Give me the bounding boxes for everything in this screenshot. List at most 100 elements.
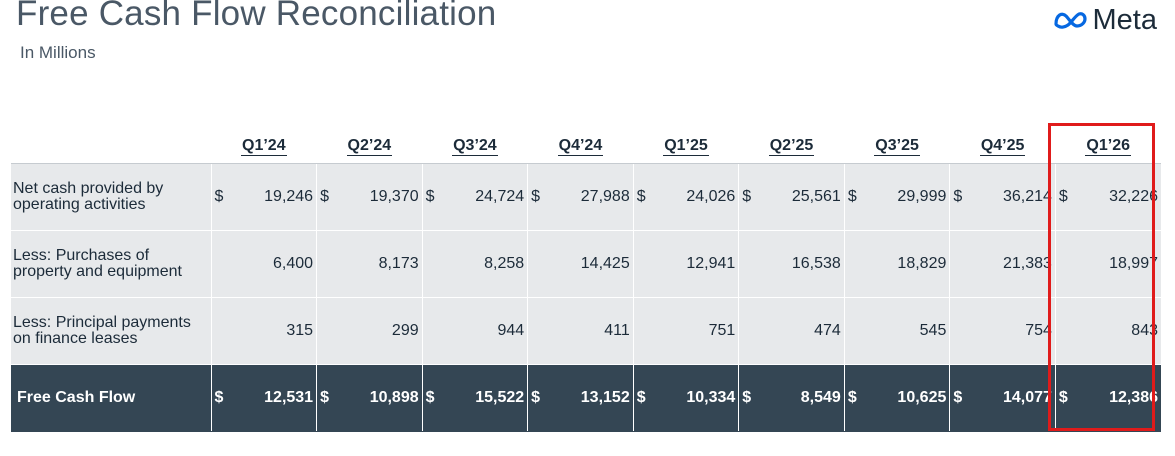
- currency-symbol: $: [632, 364, 661, 432]
- currency-symbol: [843, 230, 872, 298]
- currency-symbol: [1054, 297, 1083, 365]
- column-header-label: Q2’25: [768, 137, 815, 156]
- value-cell: 13,152: [554, 364, 634, 432]
- currency-symbol: [316, 297, 344, 365]
- currency-symbol: $: [949, 364, 977, 432]
- column-header: Q3’25: [844, 124, 950, 164]
- currency-symbol: $: [738, 364, 766, 432]
- value-cell: 545: [871, 297, 950, 365]
- table-header-row: Q1’24 Q2’24 Q3’24 Q4’24 Q1’25 Q2’25 Q3’25 Q4’25…: [11, 124, 1161, 164]
- value-cell: 10,334: [660, 364, 739, 432]
- currency-symbol: $: [210, 163, 239, 231]
- column-header-label: Q1’24: [241, 137, 287, 156]
- currency-symbol: $: [527, 364, 555, 432]
- currency-symbol: $: [421, 364, 450, 432]
- column-header: Q4’24: [528, 124, 634, 164]
- value-cell: 21,383: [977, 230, 1056, 298]
- page-title: Free Cash Flow Reconciliation: [16, 0, 497, 33]
- column-header: Q2’25: [739, 124, 845, 164]
- currency-symbol: $: [632, 163, 661, 231]
- page-subtitle: In Millions: [20, 43, 96, 62]
- column-header: Q1’25: [633, 124, 739, 164]
- currency-symbol: [421, 230, 450, 298]
- column-header-label: Q3’25: [874, 137, 920, 156]
- value-cell: 32,226: [1082, 163, 1161, 231]
- currency-symbol: [632, 230, 661, 298]
- fcf-table: Q1’24 Q2’24 Q3’24 Q4’24 Q1’25 Q2’25 Q3’25 Q4’25…: [11, 124, 1161, 432]
- value-cell: 27,988: [554, 163, 634, 231]
- column-header-label: Q1’26: [1085, 137, 1131, 156]
- currency-symbol: [843, 297, 872, 365]
- currency-symbol: $: [843, 364, 872, 432]
- value-cell: 18,829: [871, 230, 950, 298]
- currency-symbol: [527, 230, 555, 298]
- value-cell: 19,246: [238, 163, 317, 231]
- currency-symbol: [210, 230, 239, 298]
- value-cell: 10,898: [343, 364, 423, 432]
- currency-symbol: $: [843, 163, 872, 231]
- row-label: Net cash provided by operating activitie…: [11, 163, 212, 231]
- currency-symbol: $: [527, 163, 555, 231]
- value-cell: 12,386: [1082, 364, 1161, 432]
- row-label: Less: Principal payments on finance leas…: [11, 297, 212, 365]
- value-cell: 754: [977, 297, 1056, 365]
- value-cell: 12,941: [660, 230, 739, 298]
- currency-symbol: [949, 297, 977, 365]
- column-header: Q1’24: [211, 124, 317, 164]
- currency-symbol: [527, 297, 555, 365]
- currency-symbol: $: [316, 163, 344, 231]
- value-cell: 10,625: [871, 364, 950, 432]
- column-header: Q4’25: [950, 124, 1056, 164]
- column-header: Q3’24: [422, 124, 528, 164]
- value-cell: 15,522: [449, 364, 528, 432]
- value-cell: 14,077: [977, 364, 1056, 432]
- row-label: Free Cash Flow: [11, 364, 212, 432]
- currency-symbol: $: [1054, 163, 1083, 231]
- value-cell: 315: [238, 297, 317, 365]
- table-body: Net cash provided by operating activitie…: [11, 163, 1161, 432]
- currency-symbol: [316, 230, 344, 298]
- table-row: Net cash provided by operating activitie…: [11, 163, 1161, 231]
- meta-infinity-icon: [1053, 12, 1087, 29]
- currency-symbol: $: [210, 364, 239, 432]
- value-cell: 843: [1082, 297, 1161, 365]
- column-header-label: Q1’25: [663, 137, 709, 156]
- value-cell: 944: [449, 297, 528, 365]
- column-header-label: Q4’25: [979, 137, 1026, 156]
- row-label: Less: Purchases of property and equipmen…: [11, 230, 212, 298]
- value-cell: 36,214: [977, 163, 1056, 231]
- currency-symbol: [949, 230, 977, 298]
- logo-text: Meta: [1092, 3, 1157, 36]
- currency-symbol: [1054, 230, 1083, 298]
- value-cell: 8,549: [765, 364, 845, 432]
- value-cell: 24,724: [449, 163, 528, 231]
- value-cell: 411: [554, 297, 634, 365]
- value-cell: 6,400: [238, 230, 317, 298]
- value-cell: 19,370: [343, 163, 423, 231]
- value-cell: 25,561: [765, 163, 845, 231]
- column-header: Q1’26: [1055, 124, 1161, 164]
- currency-symbol: [632, 297, 661, 365]
- currency-symbol: $: [421, 163, 450, 231]
- currency-symbol: [738, 297, 766, 365]
- table-row: Less: Purchases of property and equipmen…: [11, 230, 1161, 298]
- currency-symbol: $: [1054, 364, 1083, 432]
- value-cell: 29,999: [871, 163, 950, 231]
- value-cell: 8,173: [343, 230, 423, 298]
- column-header-label: Q4’24: [557, 137, 604, 156]
- header-label-cell: [11, 124, 211, 164]
- currency-symbol: $: [738, 163, 766, 231]
- total-row: Free Cash Flow $12,531 $10,898 $15,522 $13,1…: [11, 364, 1161, 432]
- value-cell: 24,026: [660, 163, 739, 231]
- table-row: Less: Principal payments on finance leas…: [11, 297, 1161, 365]
- value-cell: 8,258: [449, 230, 528, 298]
- meta-logo: Meta: [1052, 2, 1157, 38]
- value-cell: 751: [660, 297, 739, 365]
- currency-symbol: [210, 297, 239, 365]
- value-cell: 14,425: [554, 230, 634, 298]
- column-header: Q2’24: [317, 124, 423, 164]
- value-cell: 299: [343, 297, 423, 365]
- column-header-label: Q3’24: [452, 137, 498, 156]
- value-cell: 12,531: [238, 364, 317, 432]
